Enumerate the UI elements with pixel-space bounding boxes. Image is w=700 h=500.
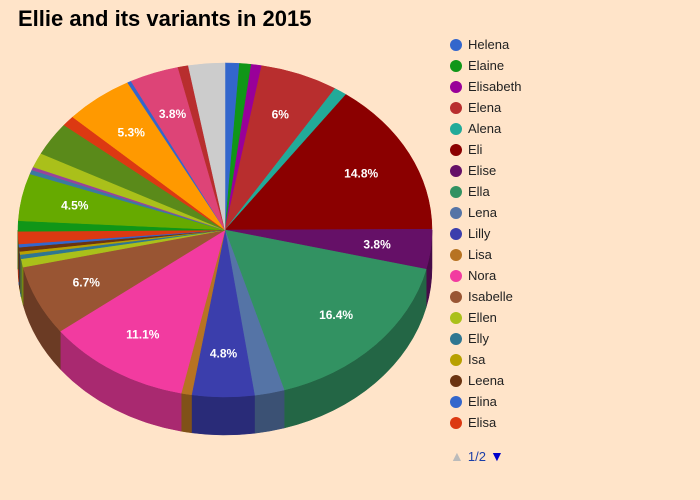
slice-label: 4.5% (61, 199, 89, 213)
legend-label: Elaine (468, 58, 505, 73)
legend-label: Ella (468, 184, 490, 199)
slice-label: 3.8% (159, 107, 187, 121)
legend-swatch-icon (450, 143, 462, 156)
pie-side-segment (191, 394, 255, 436)
legend-swatch-icon (450, 59, 462, 72)
legend-label: Lena (468, 205, 497, 220)
legend-swatch-icon (450, 395, 462, 408)
legend-swatch-icon (450, 80, 462, 93)
legend-item[interactable]: Elly (450, 328, 690, 349)
pager-text: 1/2 (467, 448, 486, 464)
slice-label: 5.3% (118, 125, 146, 139)
legend-label: Isa (468, 352, 486, 367)
legend-label: Alena (468, 121, 502, 136)
legend-item[interactable]: Elena (450, 97, 690, 118)
legend-label: Elisabeth (468, 79, 522, 94)
slice-label: 14.8% (344, 166, 378, 180)
legend-item[interactable]: Elina (450, 391, 690, 412)
slice-label: 6.7% (73, 275, 101, 289)
triangle-down-icon[interactable]: ▼ (489, 448, 504, 464)
legend-label: Isabelle (468, 289, 513, 304)
legend-swatch-icon (450, 101, 462, 114)
legend-swatch-icon (450, 290, 462, 303)
pie-labels: 6% 14.8% 3.8% 16.4% 4.8% 11.1% 6.7% 4.5% 5.3% 3.8… (61, 107, 391, 361)
pie-chart: 6% 14.8% 3.8% 16.4% 4.8% 11.1% 6.7% 4.5% 5.3% 3.8… (17, 62, 433, 436)
legend-swatch-icon (450, 185, 462, 198)
slice-label: 6% (272, 108, 290, 122)
legend-item[interactable]: Alena (450, 118, 690, 139)
legend-item[interactable]: Elisabeth (450, 76, 690, 97)
legend-swatch-icon (450, 416, 462, 429)
legend-label: Ellen (468, 310, 497, 325)
legend-label: Elise (468, 163, 497, 178)
slice-label: 11.1% (126, 327, 160, 341)
legend-item[interactable]: Lisa (450, 244, 690, 265)
slice-label: 4.8% (210, 347, 238, 361)
legend-item[interactable]: Leena (450, 370, 690, 391)
legend: Helena Elaine Elisabeth Elena Alena Eli Elise E… (450, 34, 690, 433)
pie-slice[interactable] (224, 94, 433, 231)
legend-item[interactable]: Lena (450, 202, 690, 223)
legend-item[interactable]: Isa (450, 349, 690, 370)
slice-label: 16.4% (319, 308, 353, 322)
legend-swatch-icon (450, 311, 462, 324)
legend-swatch-icon (450, 122, 462, 135)
triangle-up-icon[interactable]: ▲ (450, 448, 464, 464)
legend-item[interactable]: Elisa (450, 412, 690, 433)
legend-swatch-icon (450, 353, 462, 366)
pie-side-segment (254, 389, 285, 434)
legend-item[interactable]: Helena (450, 34, 690, 55)
pie-top (17, 62, 433, 398)
legend-label: Lilly (468, 226, 491, 241)
legend-swatch-icon (450, 227, 462, 240)
legend-label: Elisa (468, 415, 497, 430)
legend-label: Helena (468, 37, 510, 52)
legend-label: Elly (468, 331, 489, 346)
legend-item[interactable]: Nora (450, 265, 690, 286)
legend-item[interactable]: Ella (450, 181, 690, 202)
legend-pager: ▲ 1/2 ▼ (450, 448, 504, 464)
legend-item[interactable]: Ellen (450, 307, 690, 328)
pie-side-segment (180, 392, 192, 434)
chart-title: Ellie and its variants in 2015 (18, 6, 312, 31)
legend-swatch-icon (450, 38, 462, 51)
legend-swatch-icon (450, 269, 462, 282)
pie-slice[interactable] (224, 229, 427, 391)
pie-slice[interactable] (187, 62, 226, 231)
legend-swatch-icon (450, 164, 462, 177)
legend-item[interactable]: Eli (450, 139, 690, 160)
legend-item[interactable]: Elise (450, 160, 690, 181)
pie-slice[interactable] (59, 229, 226, 394)
legend-label: Nora (468, 268, 497, 283)
legend-label: Lisa (468, 247, 492, 262)
legend-swatch-icon (450, 248, 462, 261)
legend-label: Elena (468, 100, 502, 115)
legend-label: Leena (468, 373, 505, 388)
legend-label: Elina (468, 394, 497, 409)
slice-label: 3.8% (363, 237, 391, 251)
legend-item[interactable]: Isabelle (450, 286, 690, 307)
legend-swatch-icon (450, 374, 462, 387)
legend-swatch-icon (450, 206, 462, 219)
legend-swatch-icon (450, 332, 462, 345)
legend-item[interactable]: Elaine (450, 55, 690, 76)
legend-label: Eli (468, 142, 483, 157)
legend-item[interactable]: Lilly (450, 223, 690, 244)
